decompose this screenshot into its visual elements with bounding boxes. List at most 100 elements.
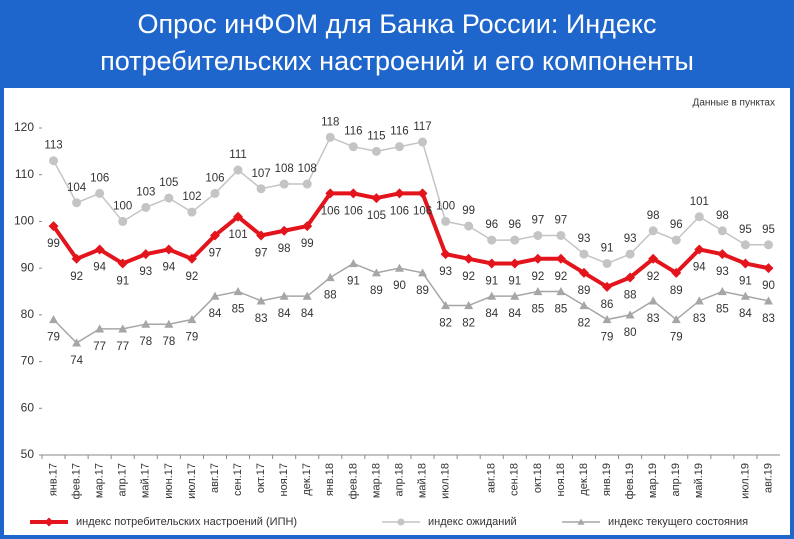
point [279, 225, 290, 236]
value-label: 93 [439, 266, 452, 278]
point [186, 253, 197, 264]
legend-label: индекс текущего состояния [608, 516, 748, 528]
chart-title: Опрос инФОМ для Банка России: Индекс пот… [100, 9, 694, 76]
point [579, 301, 589, 310]
x-tick-label: апр.18 [393, 463, 405, 496]
x-tick-label: авг.19 [762, 463, 774, 493]
y-tick-label: 90 [21, 260, 35, 274]
x-tick-label: мар.17 [94, 463, 106, 498]
value-label: 115 [367, 130, 385, 142]
value-label: 82 [462, 318, 475, 330]
value-label: 96 [485, 219, 498, 231]
point [210, 291, 220, 300]
x-tick-label: дек.18 [578, 463, 590, 496]
point [602, 258, 612, 268]
x-tick-label: дек.17 [301, 463, 313, 496]
point [164, 193, 174, 203]
value-label: 83 [693, 313, 706, 325]
point [348, 188, 359, 199]
x-tick-label: фев.17 [71, 463, 83, 499]
point [763, 296, 773, 305]
value-label: 94 [693, 261, 706, 273]
point [371, 146, 381, 156]
point [625, 310, 635, 319]
y-tick-label: 70 [21, 354, 35, 368]
point [464, 301, 474, 310]
value-label: 91 [485, 276, 498, 288]
point [140, 249, 151, 260]
point [187, 315, 197, 324]
value-label: 80 [624, 327, 637, 339]
value-label: 113 [44, 140, 62, 152]
value-label: 84 [301, 308, 314, 320]
point [486, 258, 497, 269]
point [302, 221, 313, 232]
value-label: 85 [555, 304, 568, 316]
value-label: 92 [462, 271, 475, 283]
point [464, 221, 474, 231]
value-label: 98 [647, 210, 660, 222]
point [510, 235, 520, 245]
x-tick-label: авг.18 [486, 463, 498, 493]
value-label: 96 [508, 219, 521, 231]
value-label: 105 [367, 210, 386, 222]
point [348, 258, 358, 268]
value-label: 108 [275, 163, 294, 175]
value-label: 102 [182, 191, 201, 203]
point [556, 230, 566, 240]
point [279, 179, 289, 189]
x-tick-label: авг.17 [209, 463, 221, 493]
value-label: 93 [578, 233, 591, 245]
y-tick-label: 110 [15, 167, 34, 181]
point [694, 212, 704, 222]
y-tick-label: 100 [14, 214, 34, 228]
point [671, 267, 682, 278]
point [187, 207, 197, 217]
value-label: 99 [301, 238, 314, 250]
point [325, 132, 335, 142]
point [233, 211, 244, 222]
point [72, 198, 82, 208]
point [717, 249, 728, 260]
point [717, 226, 727, 236]
value-label: 84 [485, 308, 498, 320]
point [371, 193, 382, 204]
point [740, 291, 750, 300]
value-label: 82 [578, 318, 591, 330]
point [348, 142, 358, 152]
point [717, 287, 727, 296]
value-label: 106 [390, 205, 409, 217]
point [163, 244, 174, 255]
value-label: 97 [555, 214, 568, 226]
x-tick-label: июл.17 [186, 463, 198, 499]
value-label: 116 [390, 126, 408, 138]
x-tick-label: апр.19 [670, 463, 682, 496]
value-label: 98 [278, 243, 291, 255]
y-tick-label: 120 [14, 120, 34, 134]
point [579, 249, 589, 259]
point [95, 324, 105, 333]
value-label: 90 [762, 280, 775, 292]
point [210, 188, 220, 198]
x-tick-label: май.17 [140, 463, 152, 498]
x-tick-label: мар.18 [370, 463, 382, 498]
point [671, 235, 681, 245]
value-label: 93 [716, 266, 729, 278]
point [740, 258, 751, 269]
value-label: 85 [531, 304, 544, 316]
value-label: 79 [47, 332, 60, 344]
point [164, 319, 174, 328]
value-label: 92 [531, 271, 544, 283]
x-tick-label: сен.17 [232, 463, 244, 496]
point [279, 291, 289, 300]
chart-frame [0, 84, 794, 539]
y-tick-label: 50 [21, 447, 35, 461]
point [694, 244, 705, 255]
value-label: 84 [508, 308, 521, 320]
point [533, 230, 543, 240]
point [118, 324, 128, 333]
point [48, 221, 59, 232]
value-label: 83 [255, 313, 268, 325]
point [141, 319, 151, 328]
value-label: 83 [647, 313, 660, 325]
